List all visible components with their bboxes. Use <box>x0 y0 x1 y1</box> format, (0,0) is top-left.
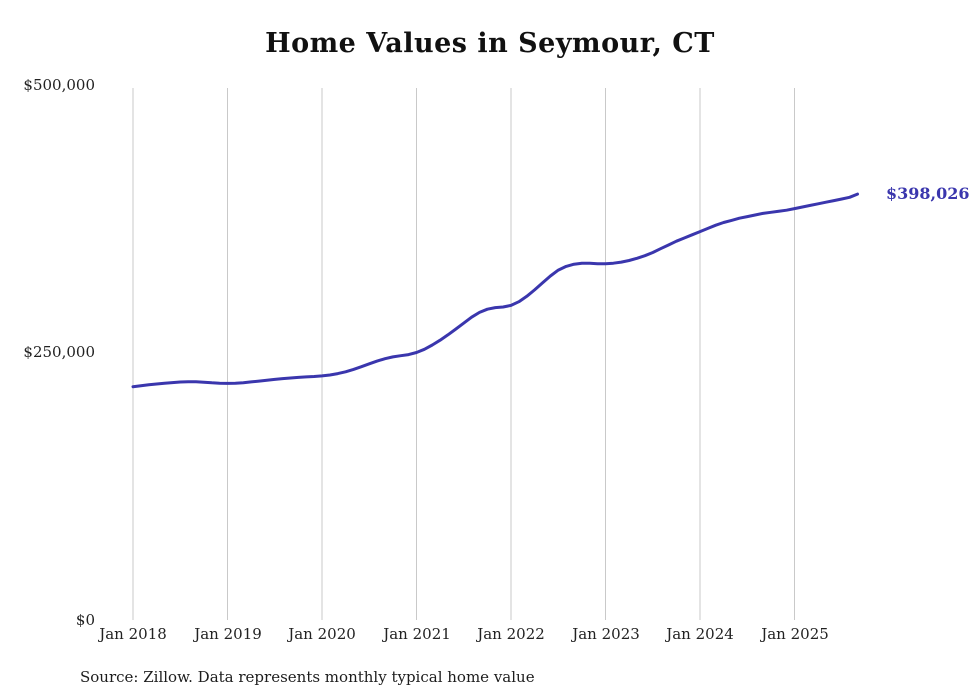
latest-value-label: $398,026 <box>886 184 970 203</box>
x-axis-tick-2021: Jan 2021 <box>383 625 451 643</box>
gridlines <box>132 88 795 620</box>
x-axis-tick-2019: Jan 2019 <box>194 625 262 643</box>
value-line <box>131 192 859 389</box>
chart-title: Home Values in Seymour, CT <box>265 28 715 59</box>
x-axis-tick-2024: Jan 2024 <box>666 625 734 643</box>
x-axis-tick-2023: Jan 2023 <box>572 625 640 643</box>
x-axis-tick-2020: Jan 2020 <box>288 625 356 643</box>
source-caption: Source: Zillow. Data represents monthly … <box>80 668 535 686</box>
y-axis-tick-500k: $500,000 <box>23 76 95 94</box>
x-axis-tick-2018: Jan 2018 <box>99 625 167 643</box>
y-axis-tick-250k: $250,000 <box>23 343 95 361</box>
x-axis-tick-2025: Jan 2025 <box>761 625 829 643</box>
x-axis-tick-2022: Jan 2022 <box>477 625 545 643</box>
y-axis-tick-0: $0 <box>75 611 95 629</box>
